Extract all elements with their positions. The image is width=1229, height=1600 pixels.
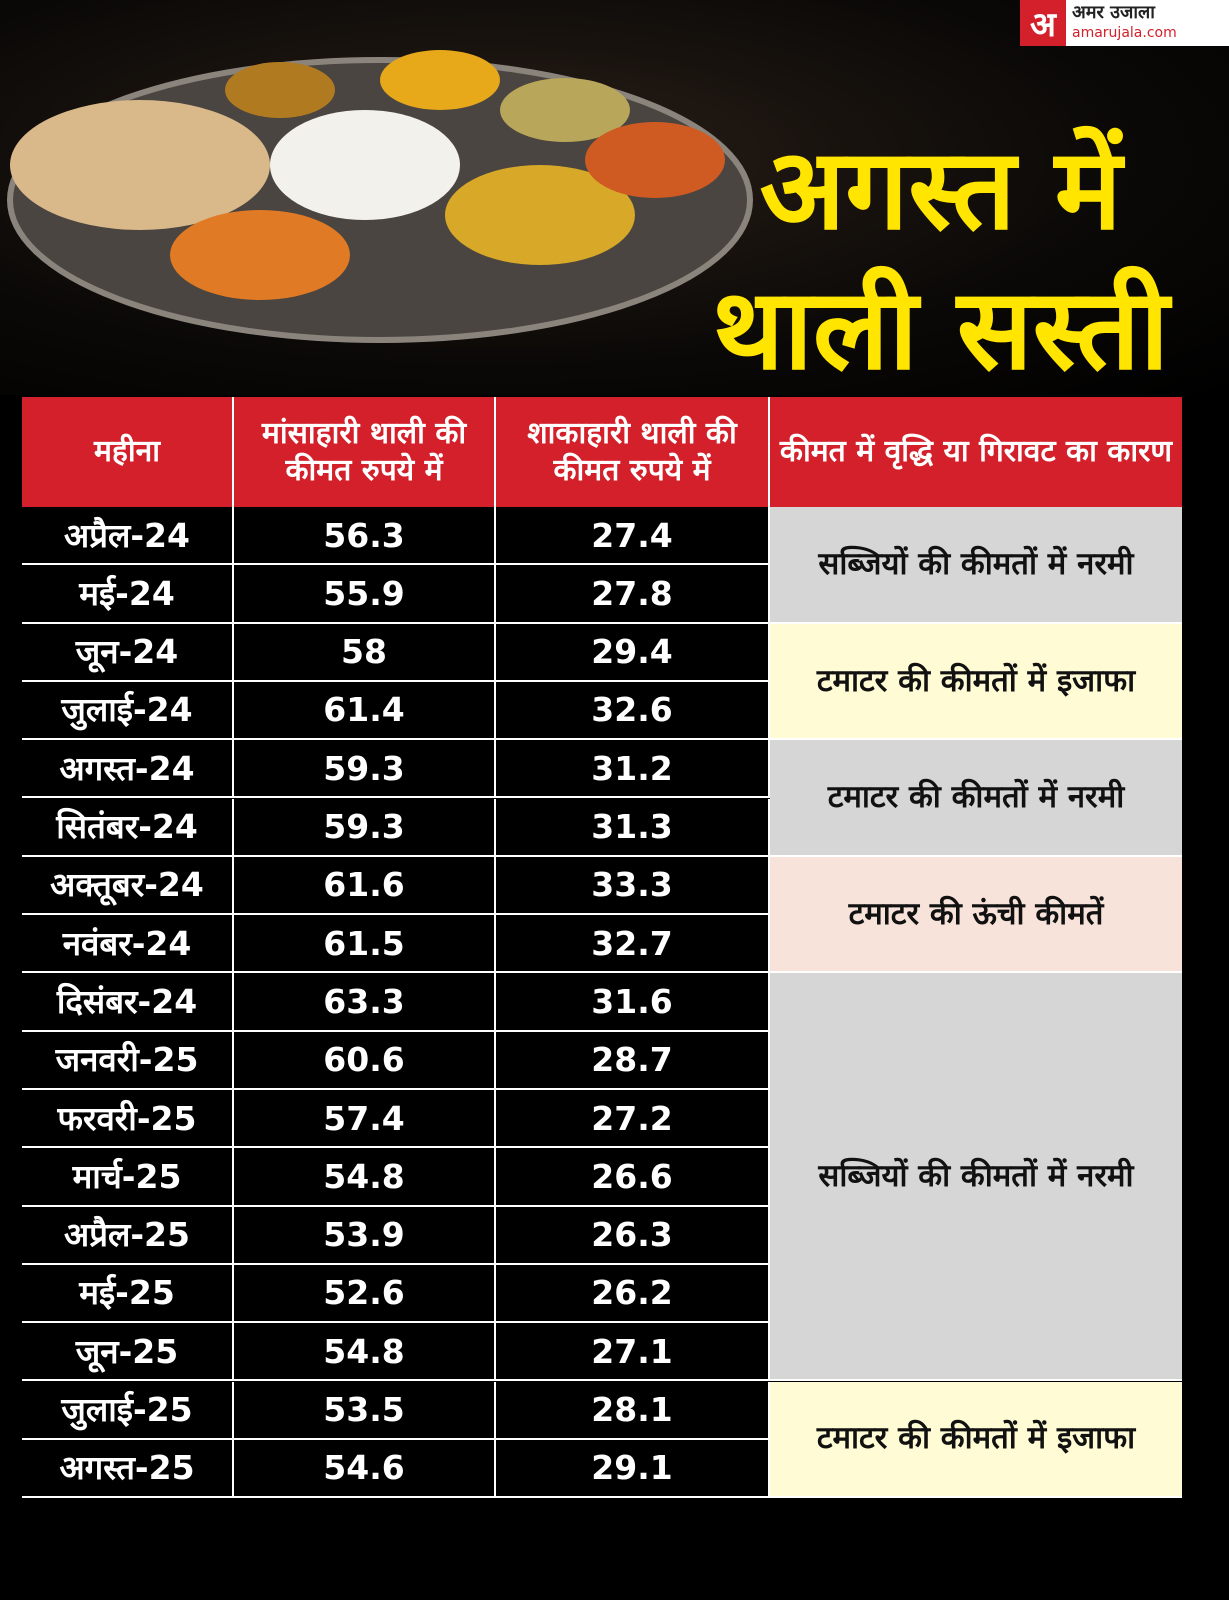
- column-header: मांसाहारी थाली की कीमत रुपये में: [234, 397, 496, 507]
- veg-price-cell: 29.1: [496, 1439, 770, 1499]
- logo-name: अमर उजाला: [1072, 2, 1155, 23]
- column-header: शाकाहारी थाली की कीमत रुपये में: [496, 397, 770, 507]
- logo-mark: अ: [1020, 0, 1066, 46]
- nonveg-price-cell: 61.6: [234, 856, 496, 916]
- veg-price-cell: 32.7: [496, 915, 770, 974]
- nonveg-price-cell: 59.3: [234, 740, 496, 799]
- month-cell: मार्च-25: [22, 1148, 234, 1207]
- month-cell: जनवरी-25: [22, 1031, 234, 1090]
- month-cell: सितंबर-24: [22, 798, 234, 857]
- month-cell: जुलाई-24: [22, 681, 234, 741]
- month-cell: फरवरी-25: [22, 1090, 234, 1149]
- nonveg-price-cell: 53.9: [234, 1206, 496, 1265]
- veg-price-cell: 27.1: [496, 1323, 770, 1382]
- month-cell: मई-25: [22, 1264, 234, 1324]
- nonveg-price-cell: 54.6: [234, 1439, 496, 1499]
- reason-cell: टमाटर की कीमतों में नरमी: [770, 740, 1182, 857]
- month-cell: जून-25: [22, 1323, 234, 1382]
- month-cell: नवंबर-24: [22, 915, 234, 974]
- veg-price-cell: 32.6: [496, 681, 770, 741]
- nonveg-price-cell: 54.8: [234, 1323, 496, 1382]
- title-line: अगस्त में: [759, 125, 1122, 255]
- nonveg-price-cell: 52.6: [234, 1264, 496, 1324]
- column-header: कीमत में वृद्धि या गिरावट का कारण: [770, 397, 1182, 507]
- veg-price-cell: 27.4: [496, 507, 770, 566]
- veg-price-cell: 26.6: [496, 1148, 770, 1207]
- reason-cell: सब्जियों की कीमतों में नरमी: [770, 973, 1182, 1382]
- veg-price-cell: 31.3: [496, 798, 770, 857]
- month-cell: अक्तूबर-24: [22, 856, 234, 916]
- nonveg-price-cell: 59.3: [234, 798, 496, 857]
- veg-price-cell: 31.6: [496, 973, 770, 1032]
- nonveg-price-cell: 60.6: [234, 1031, 496, 1090]
- nonveg-price-cell: 63.3: [234, 973, 496, 1032]
- veg-price-cell: 31.2: [496, 740, 770, 799]
- nonveg-price-cell: 55.9: [234, 565, 496, 624]
- veg-price-cell: 27.8: [496, 565, 770, 624]
- nonveg-price-cell: 56.3: [234, 507, 496, 566]
- veg-price-cell: 29.4: [496, 623, 770, 682]
- month-cell: अगस्त-25: [22, 1439, 234, 1499]
- veg-price-cell: 33.3: [496, 856, 770, 916]
- nonveg-price-cell: 61.4: [234, 681, 496, 741]
- logo: अ अमर उजाला amarujala.com: [1020, 0, 1229, 46]
- thali-illustration: [7, 50, 753, 343]
- reason-cell: सब्जियों की कीमतों में नरमी: [770, 507, 1182, 624]
- month-cell: मई-24: [22, 565, 234, 624]
- nonveg-price-cell: 53.5: [234, 1381, 496, 1440]
- month-cell: अगस्त-24: [22, 740, 234, 799]
- title: अगस्त में थाली सस्ती: [712, 120, 1169, 400]
- veg-price-cell: 26.2: [496, 1264, 770, 1324]
- title-line: थाली सस्ती: [712, 265, 1169, 395]
- veg-price-cell: 26.3: [496, 1206, 770, 1265]
- nonveg-price-cell: 61.5: [234, 915, 496, 974]
- nonveg-price-cell: 58: [234, 623, 496, 682]
- month-cell: अप्रैल-24: [22, 507, 234, 566]
- nonveg-price-cell: 57.4: [234, 1090, 496, 1149]
- thali-photo: [0, 0, 1229, 395]
- veg-price-cell: 28.1: [496, 1381, 770, 1440]
- nonveg-price-cell: 54.8: [234, 1148, 496, 1207]
- veg-price-cell: 28.7: [496, 1031, 770, 1090]
- month-cell: जुलाई-25: [22, 1381, 234, 1440]
- reason-cell: टमाटर की कीमतों में इजाफा: [770, 1381, 1182, 1499]
- reason-cell: टमाटर की कीमतों में इजाफा: [770, 623, 1182, 741]
- month-cell: जून-24: [22, 623, 234, 682]
- veg-price-cell: 27.2: [496, 1090, 770, 1149]
- logo-site: amarujala.com: [1072, 25, 1177, 41]
- month-cell: अप्रैल-25: [22, 1206, 234, 1265]
- month-cell: दिसंबर-24: [22, 973, 234, 1032]
- column-header: महीना: [22, 397, 234, 507]
- reason-cell: टमाटर की ऊंची कीमतें: [770, 856, 1182, 974]
